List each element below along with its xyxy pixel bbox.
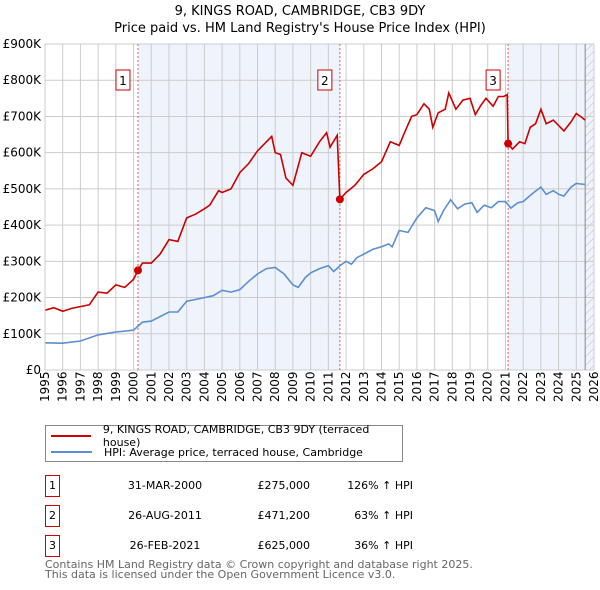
sale-marker-box: [115, 69, 131, 91]
sale-marker-label: 3: [489, 74, 497, 88]
chart-title: 9, KINGS ROAD, CAMBRIDGE, CB3 9DY: [174, 4, 426, 19]
x-tick-label: 2011: [321, 371, 335, 402]
y-tick-label: £400K: [3, 218, 43, 232]
sale-point: [335, 195, 344, 204]
sale-date: 31-MAR-2000: [127, 479, 203, 492]
x-tick-label: 2026: [587, 371, 600, 402]
sale-point: [133, 266, 142, 275]
footer-line: Contains HM Land Registry data © Crown c…: [45, 558, 473, 571]
sale-marker-box: [317, 69, 333, 91]
property-price-line: [44, 90, 586, 313]
x-tick-label: 2012: [339, 371, 353, 402]
forecast-hatch: [585, 44, 594, 370]
price-chart: 1995 1996 1997 1998 1999 2000 2001 2002 2003 2004…: [3, 37, 600, 402]
sale-date: 26-AUG-2011: [128, 509, 202, 522]
sale-row: 3 26-FEB-2021 £625,000 36% ↑ HPI: [45, 535, 465, 557]
x-tick-label: 2004: [197, 371, 211, 402]
sale-point: [504, 139, 513, 148]
legend-item-hpi: HPI: Average price, terraced house, Camb…: [46, 444, 363, 460]
x-tick-label: 2008: [268, 371, 282, 402]
y-tick-label: £0: [26, 363, 41, 377]
x-tick-label: 1996: [56, 371, 70, 402]
x-tick-label: 2018: [445, 371, 459, 402]
x-tick-label: 2001: [144, 371, 158, 402]
x-tick-label: 2010: [304, 371, 318, 402]
y-tick-label: £800K: [3, 73, 43, 87]
legend-swatch: [51, 435, 91, 437]
x-tick-label: 2017: [428, 371, 442, 402]
sale-marker-badge: 1: [45, 475, 60, 497]
sale-price: £625,000: [257, 539, 311, 552]
x-tick-label: 2019: [463, 371, 477, 402]
sale-marker-badge: 3: [45, 535, 60, 557]
footer: Contains HM Land Registry data © Crown c…: [45, 558, 473, 581]
x-tick-label: 1998: [91, 371, 105, 402]
sale-row: 1 31-MAR-2000 £275,000 126% ↑ HPI: [45, 475, 465, 497]
sale-marker-label: 2: [321, 74, 329, 88]
legend-swatch: [51, 451, 92, 453]
sale-marker-badge: 2: [45, 505, 60, 527]
y-tick-label: £300K: [3, 254, 43, 268]
x-tick-label: 2013: [357, 371, 371, 402]
x-tick-label: 2000: [127, 371, 141, 402]
x-tick-label: 2023: [534, 371, 548, 402]
sale-marker-label: 1: [119, 74, 127, 88]
x-tick-label: 2005: [215, 371, 229, 402]
legend-item-property: 9, KINGS ROAD, CAMBRIDGE, CB3 9DY (terra…: [46, 423, 402, 449]
x-tick-label: 1995: [38, 371, 52, 402]
y-tick-label: £500K: [3, 182, 43, 196]
hpi-line: [44, 182, 586, 345]
sale-row: 2 26-AUG-2011 £471,200 63% ↑ HPI: [45, 505, 465, 527]
x-tick-label: 1999: [109, 371, 123, 402]
ownership-shade: [137, 44, 340, 370]
chart-subtitle: Price paid vs. HM Land Registry's House …: [114, 21, 486, 36]
x-tick-label: 2015: [392, 371, 406, 402]
x-tick-label: 2009: [286, 371, 300, 402]
x-tick-label: 2022: [516, 371, 530, 402]
y-tick-label: £200K: [3, 291, 43, 305]
x-tick-label: 2021: [498, 371, 512, 402]
legend-label: HPI: Average price, terraced house, Camb…: [104, 445, 363, 459]
footer-line: This data is licensed under the Open Gov…: [45, 568, 396, 581]
x-tick-label: 2007: [251, 371, 265, 402]
y-tick-label: £600K: [3, 146, 43, 160]
y-tick-label: £100K: [3, 327, 43, 341]
sale-hpi-change: 36% ↑ HPI: [354, 539, 413, 552]
x-tick-label: 2020: [481, 371, 495, 402]
x-tick-label: 2003: [180, 371, 194, 402]
sale-hpi-change: 126% ↑ HPI: [347, 479, 413, 492]
x-tick-label: 2014: [374, 371, 388, 402]
y-tick-label: £900K: [3, 37, 43, 51]
sale-price: £471,200: [257, 509, 311, 522]
sale-price: £275,000: [257, 479, 311, 492]
x-tick-label: 1997: [73, 371, 87, 402]
legend-label: 9, KINGS ROAD, CAMBRIDGE, CB3 9DY (terra…: [102, 423, 370, 449]
x-tick-label: 2002: [162, 371, 176, 402]
legend: 9, KINGS ROAD, CAMBRIDGE, CB3 9DY (terra…: [45, 423, 403, 462]
x-tick-label: 2025: [569, 371, 583, 402]
sale-marker-box: [485, 69, 501, 91]
x-tick-label: 2006: [233, 371, 247, 402]
x-tick-label: 2016: [410, 371, 424, 402]
x-tick-label: 2024: [552, 371, 566, 402]
sale-hpi-change: 63% ↑ HPI: [354, 509, 413, 522]
ownership-shade: [508, 44, 594, 370]
sale-date: 26-FEB-2021: [129, 539, 201, 552]
y-tick-label: £700K: [3, 109, 43, 123]
